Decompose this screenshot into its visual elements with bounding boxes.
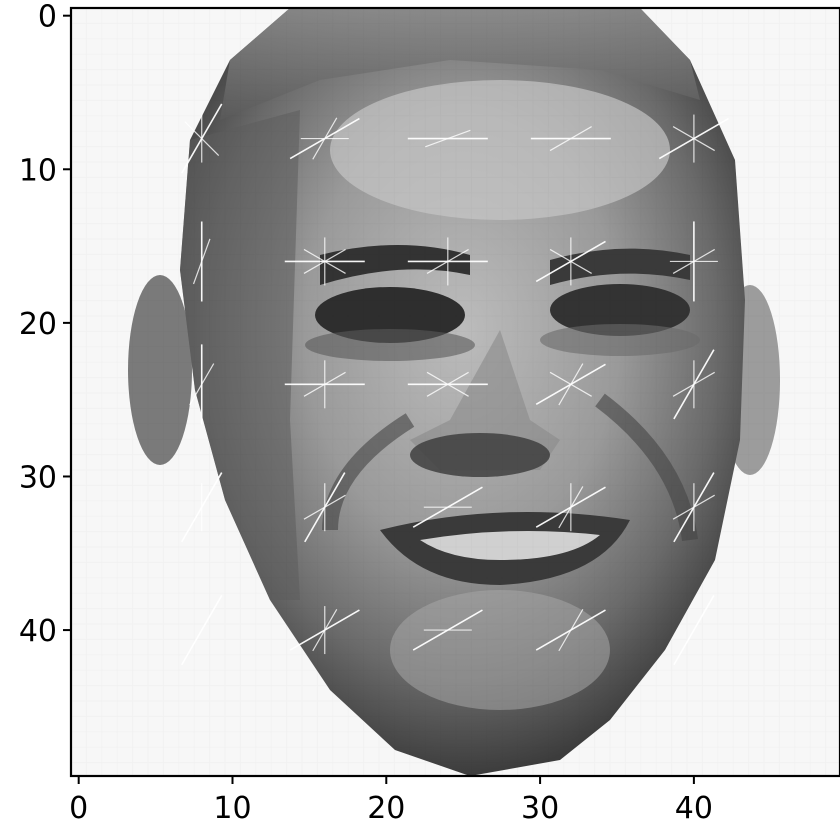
- hog-gradient-line: [673, 595, 715, 666]
- hog-gradient-line: [549, 126, 592, 152]
- hog-gradient-line: [192, 238, 211, 285]
- axes-frame: [69, 6, 840, 778]
- hog-gradient-line: [312, 117, 338, 160]
- hog-gradient-line: [181, 595, 223, 666]
- hog-gradient-line: [549, 371, 592, 397]
- hog-gradient-line: [558, 608, 584, 652]
- y-tick-label: 40: [19, 614, 57, 649]
- y-tick-label: 30: [19, 460, 57, 495]
- y-tick-label: 20: [19, 307, 57, 342]
- hog-gradient-line: [303, 248, 346, 274]
- hog-gradient-line: [672, 126, 715, 152]
- x-tick-label: 40: [675, 791, 713, 826]
- hog-gradient-line: [549, 248, 592, 274]
- x-tick-label: 30: [521, 791, 559, 826]
- y-axis: 0 10 20 30 40: [19, 0, 71, 649]
- x-axis: 0 10 20 30 40: [69, 776, 713, 826]
- hog-gradient-line: [184, 121, 220, 156]
- hog-gradient-line: [189, 363, 215, 406]
- x-tick-label: 0: [69, 791, 88, 826]
- x-tick-label: 10: [213, 791, 251, 826]
- face-image: [71, 8, 840, 776]
- x-tick-label: 20: [367, 791, 405, 826]
- y-tick-label: 10: [19, 153, 57, 188]
- y-tick-label: 0: [38, 0, 57, 35]
- hog-overlay: [181, 103, 729, 666]
- hog-gradient-line: [425, 129, 471, 148]
- hog-gradient-line: [426, 371, 469, 397]
